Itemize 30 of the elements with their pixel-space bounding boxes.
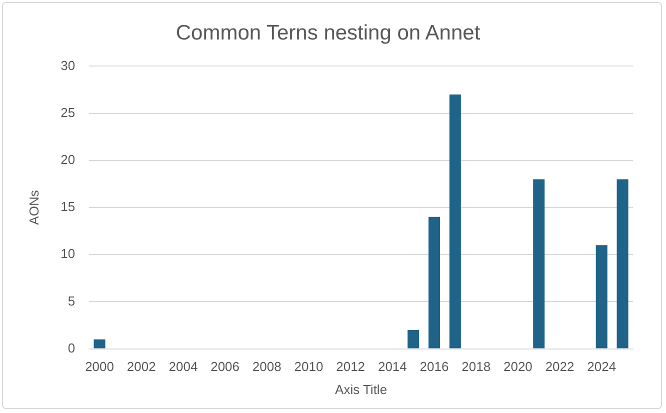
y-axis-title: AONs xyxy=(26,190,42,225)
y-tick-label: 10 xyxy=(60,246,76,262)
x-tick-label: 2010 xyxy=(294,359,324,374)
bar xyxy=(428,216,440,348)
x-tick-label: 2016 xyxy=(420,359,449,374)
y-tick-label: 30 xyxy=(60,58,76,73)
y-tick-label: 0 xyxy=(68,340,76,356)
x-tick-label: 2012 xyxy=(336,359,366,374)
bar xyxy=(616,179,628,348)
y-tick-label: 25 xyxy=(60,104,76,120)
x-tick-label: 2018 xyxy=(462,359,491,374)
x-axis-title: Axis Title xyxy=(335,382,388,397)
bar xyxy=(533,179,545,348)
x-tick-label: 2002 xyxy=(126,359,156,374)
x-tick-label: 2014 xyxy=(378,359,407,374)
x-tick-label: 2024 xyxy=(587,359,616,374)
bar xyxy=(596,245,608,348)
y-tick-label: 15 xyxy=(60,199,76,214)
bar xyxy=(449,94,461,348)
x-tick-label: 2008 xyxy=(252,359,282,374)
chart-title: Common Terns nesting on Annet xyxy=(176,21,480,44)
x-tick-label: 2020 xyxy=(503,359,532,374)
y-tick-label: 5 xyxy=(68,293,76,308)
bar xyxy=(94,339,106,348)
x-tick-label: 2022 xyxy=(545,359,574,374)
x-tick-label: 2000 xyxy=(85,359,114,374)
y-tick-label: 20 xyxy=(60,152,76,167)
x-tick-label: 2004 xyxy=(168,359,198,374)
x-tick-label: 2006 xyxy=(210,359,240,374)
bar xyxy=(408,330,420,348)
